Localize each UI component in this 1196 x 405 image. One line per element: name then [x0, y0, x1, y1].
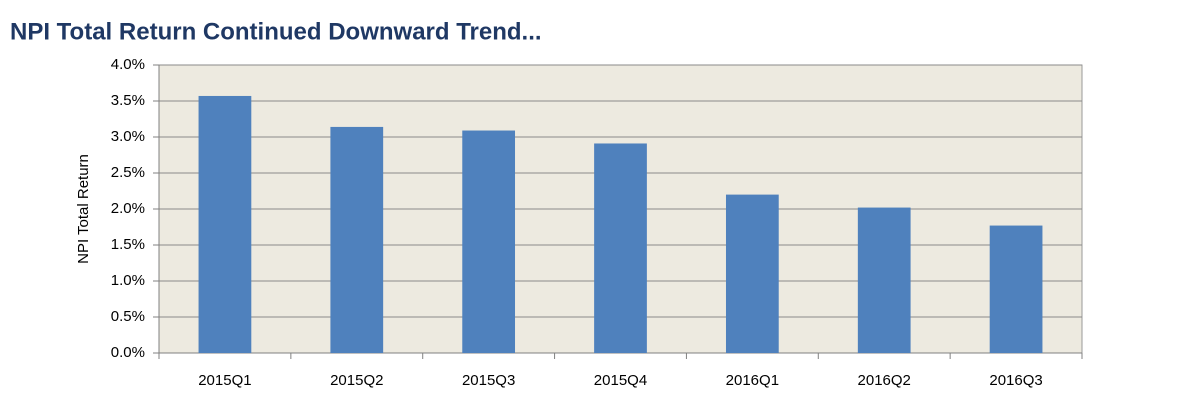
- x-tick-label: 2015Q3: [462, 372, 515, 389]
- y-tick-label: 1.5%: [111, 236, 145, 253]
- bar: [198, 95, 252, 354]
- y-tick-label: 2.5%: [111, 164, 145, 181]
- y-tick-label: 4.0%: [111, 56, 145, 73]
- bar: [725, 194, 779, 353]
- x-tick-label: 2015Q2: [330, 372, 383, 389]
- y-axis-label: NPI Total Return: [75, 154, 92, 264]
- y-tick-label: 3.0%: [111, 128, 145, 145]
- x-tick-label: 2016Q1: [726, 372, 779, 389]
- bar: [989, 225, 1043, 353]
- x-tick-label: 2016Q2: [858, 372, 911, 389]
- bar: [594, 143, 647, 353]
- bar: [330, 126, 384, 353]
- y-tick-label: 0.0%: [111, 344, 145, 361]
- y-tick-label: 2.0%: [111, 200, 145, 217]
- x-tick-label: 2015Q4: [594, 372, 647, 389]
- y-tick-label: 0.5%: [111, 308, 145, 325]
- bar: [857, 207, 911, 353]
- x-tick-label: 2015Q1: [198, 372, 251, 389]
- y-tick-label: 3.5%: [111, 92, 145, 109]
- x-tick-label: 2016Q3: [989, 372, 1042, 389]
- chart-title: NPI Total Return Continued Downward Tren…: [10, 18, 542, 45]
- bar: [462, 130, 516, 353]
- y-tick-label: 1.0%: [111, 272, 145, 289]
